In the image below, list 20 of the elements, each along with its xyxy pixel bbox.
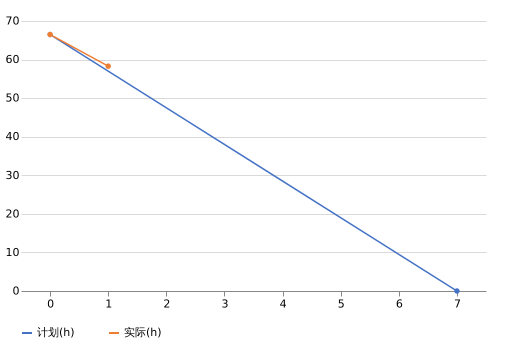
y-tick-label: 40 <box>6 130 20 144</box>
x-tick-label: 5 <box>338 298 345 310</box>
y-tick-label: 20 <box>6 207 20 220</box>
y-tick-label: 50 <box>6 92 20 105</box>
x-tick-label: 7 <box>454 298 461 310</box>
legend-label: 实际(h) <box>124 326 162 339</box>
point <box>454 288 460 294</box>
y-tick-label: 30 <box>6 168 20 182</box>
y-tick-label: 70 <box>6 14 20 28</box>
x-tick-label: 3 <box>221 298 228 310</box>
y-tick-label: 60 <box>6 53 20 66</box>
x-tick-label: 4 <box>280 298 287 310</box>
point <box>105 63 111 69</box>
x-tick-label: 0 <box>47 298 54 310</box>
legend-label: 计划(h) <box>37 326 75 339</box>
x-tick-label: 2 <box>163 298 170 310</box>
x-tick-label: 1 <box>105 298 112 310</box>
y-tick-label: 0 <box>12 284 20 298</box>
y-tick-label: 10 <box>6 246 20 259</box>
x-tick-label: 6 <box>396 298 403 310</box>
